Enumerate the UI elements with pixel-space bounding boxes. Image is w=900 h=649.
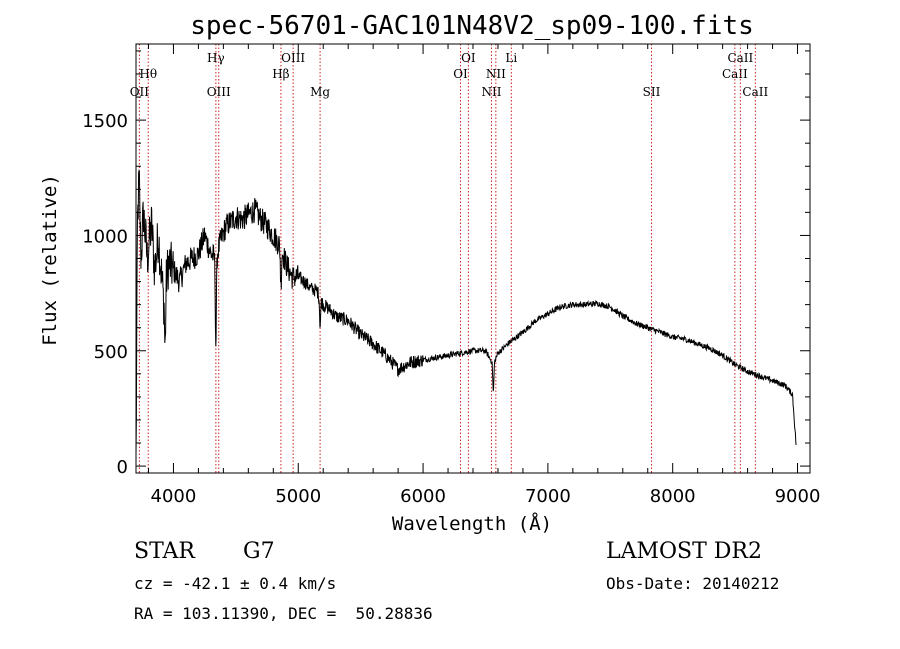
- y-tick-label-1: 500: [94, 342, 128, 363]
- line-label-2: Hγ: [207, 51, 225, 65]
- plot-axes: 4000 5000 6000 7000 8000 9000 0 500 1000 1500: [82, 43, 821, 507]
- chart-title: spec-56701-GAC101N48V2_sp09-100.fits: [190, 11, 754, 41]
- plot-frame: [135, 43, 811, 474]
- line-label-5: OIII: [281, 51, 305, 65]
- y-tick-label-3: 1500: [82, 111, 128, 132]
- line-label-9: NII: [481, 85, 501, 99]
- line-label-6: Mg: [310, 85, 330, 99]
- object-class: STAR: [134, 539, 195, 564]
- line-label-15: CaII: [742, 85, 768, 99]
- line-label-7: OI: [453, 67, 468, 81]
- x-tick-label-5: 9000: [775, 486, 821, 507]
- spectrum-series: [135, 169, 797, 456]
- coordinates: RA = 103.11390, DEC = 50.28836: [134, 604, 433, 623]
- line-label-13: CaII: [722, 67, 748, 81]
- line-label-1: Hθ: [139, 67, 157, 81]
- y-axis-label: Flux (relative): [39, 174, 61, 346]
- line-label-8: OI: [461, 51, 476, 65]
- survey-name: LAMOST DR2: [606, 539, 762, 564]
- object-subclass: G7: [243, 539, 275, 564]
- spectrum-line: [135, 169, 797, 456]
- line-label-14: CaII: [727, 51, 753, 65]
- observation-date: Obs-Date: 20140212: [606, 574, 780, 593]
- line-label-0: OII: [130, 85, 150, 99]
- x-tick-label-1: 5000: [275, 486, 321, 507]
- line-label-4: Hβ: [272, 67, 289, 81]
- spectral-line-markers: OII Hθ Hγ OIII Hβ OIII Mg OI OI NII NII Li SII CaII Ca…: [130, 44, 768, 473]
- redshift-velocity: cz = -42.1 ± 0.4 km/s: [134, 574, 337, 593]
- line-label-11: Li: [505, 51, 517, 65]
- line-label-10: NII: [486, 67, 506, 81]
- y-tick-label-0: 0: [117, 457, 128, 478]
- line-label-12: SII: [643, 85, 661, 99]
- x-tick-label-4: 8000: [650, 486, 696, 507]
- y-tick-label-2: 1000: [82, 226, 128, 247]
- line-label-3: OIII: [207, 85, 231, 99]
- x-tick-label-2: 6000: [400, 486, 446, 507]
- x-axis-label: Wavelength (Å): [392, 512, 552, 535]
- x-tick-label-3: 7000: [525, 486, 571, 507]
- x-tick-label-0: 4000: [151, 486, 197, 507]
